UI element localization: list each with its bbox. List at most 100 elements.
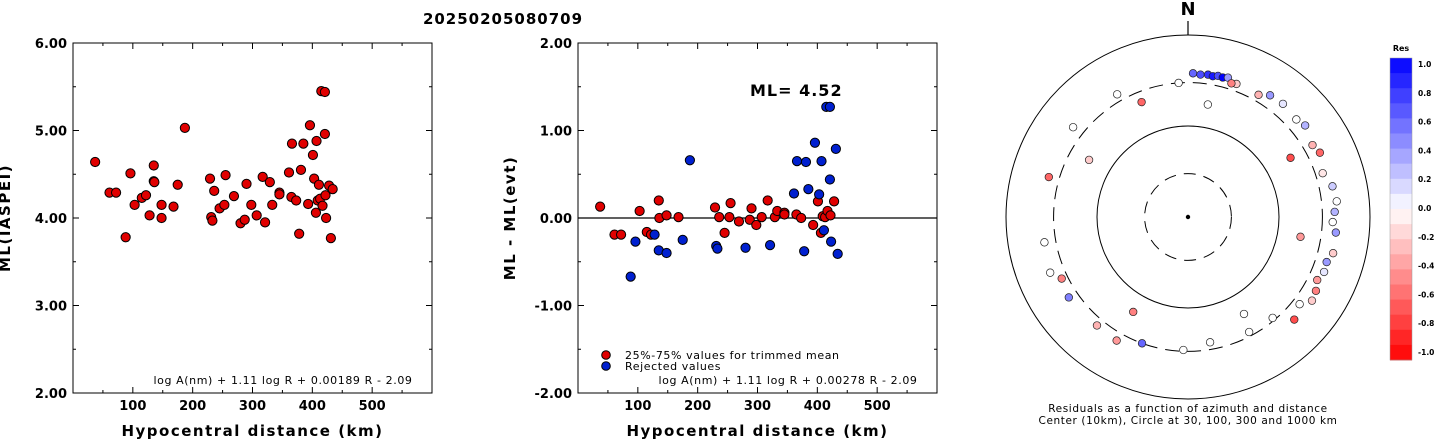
data-point: [630, 236, 641, 247]
data-point: [220, 170, 231, 181]
y-axis-label: ML - ML(evt): [501, 156, 519, 280]
station-residual-point: [1331, 228, 1340, 237]
data-point: [740, 242, 751, 253]
data-point: [267, 199, 278, 210]
data-point: [724, 212, 735, 223]
colorbar-swatch: [1390, 148, 1412, 165]
station-residual-point: [1188, 69, 1198, 78]
data-point: [661, 247, 672, 259]
x-tick-label: 400: [804, 399, 831, 414]
data-point: [320, 190, 331, 201]
data-point: [825, 210, 836, 221]
data-point: [303, 198, 314, 210]
station-residual-point: [1292, 115, 1301, 124]
colorbar-swatch: [1390, 73, 1412, 89]
station-residual-point: [1057, 274, 1066, 283]
data-point: [286, 138, 298, 149]
data-point: [803, 184, 814, 195]
data-point: [709, 202, 721, 213]
azimuth-residual-plot: N Residuals as a function of azimuth and …: [1005, 0, 1371, 427]
station-residual-point: [1203, 100, 1212, 109]
residual-colorbar: Res 1.0 0.8 0.6 0.4 0.2 0.0 -0.2 -0.4 -0.6 -0.8 -1.…: [1389, 44, 1434, 361]
station-residual-point: [1113, 90, 1122, 99]
data-point: [120, 232, 131, 243]
station-residual-point: [1330, 207, 1339, 217]
colorbar-swatch: [1390, 58, 1412, 74]
y-tick-label: 4.00: [35, 212, 67, 227]
colorbar-tick-label: 1.0: [1418, 60, 1431, 69]
data-point: [830, 143, 841, 154]
data-point: [824, 101, 835, 112]
data-point: [125, 168, 136, 179]
colorbar-tick-label: 0.2: [1418, 175, 1431, 184]
station-residual-point: [1227, 79, 1236, 88]
colorbar-tick-label: 0.0: [1418, 204, 1431, 213]
data-point: [799, 246, 810, 257]
data-point: [294, 228, 305, 239]
data-point: [291, 195, 302, 206]
station-residual-point: [1040, 238, 1049, 247]
y-tick-label: 0.00: [540, 212, 572, 227]
y-tick-label: 2.00: [540, 37, 572, 52]
data-point: [762, 195, 773, 206]
station-residual-point: [1179, 345, 1188, 355]
legend-label: Rejected values: [625, 360, 721, 373]
legend-marker: [601, 350, 611, 360]
colorbar-swatch: [1390, 299, 1412, 316]
x-tick-label: 200: [179, 399, 206, 414]
data-point: [751, 219, 762, 231]
range-ring-100km: [1096, 125, 1280, 309]
x-tick-label: 500: [864, 399, 891, 414]
range-ring-300km: [1053, 82, 1323, 352]
data-point: [295, 164, 307, 175]
polar-caption-2: Center (10km), Circle at 30, 100, 300 an…: [1039, 415, 1338, 427]
station-residual-point: [1064, 293, 1073, 302]
station-residual-point: [1322, 257, 1331, 267]
station-residual-point: [1300, 121, 1310, 130]
data-point: [246, 199, 257, 210]
station-residual-point: [1174, 78, 1183, 88]
data-point: [251, 210, 262, 221]
x-axis-label: Hypocentral distance (km): [121, 422, 383, 440]
y-tick-label: 5.00: [35, 125, 67, 140]
data-point: [319, 128, 330, 140]
colorbar-swatch: [1390, 284, 1412, 300]
y-axis-label: ML(IASPEI): [0, 164, 14, 272]
data-point: [712, 243, 723, 254]
x-tick-label: 500: [359, 399, 386, 414]
data-point: [144, 210, 155, 221]
y-tick-label: 6.00: [35, 37, 67, 52]
epicenter-marker: [1185, 214, 1191, 220]
data-point: [733, 216, 745, 227]
data-point: [204, 173, 216, 184]
data-point: [764, 240, 776, 251]
colorbar-swatch: [1390, 103, 1412, 119]
data-point: [634, 205, 645, 217]
data-point: [814, 189, 825, 200]
station-residual-point: [1265, 91, 1275, 100]
station-residual-point: [1328, 217, 1337, 227]
colorbar-swatch: [1390, 269, 1412, 285]
data-point: [832, 248, 843, 259]
station-residual-point: [1092, 321, 1102, 330]
data-point: [129, 199, 140, 210]
data-point: [818, 225, 830, 236]
colorbar-swatch: [1390, 163, 1412, 180]
data-point: [756, 212, 767, 223]
data-point: [625, 271, 636, 282]
colorbar-swatch: [1390, 193, 1412, 210]
x-tick-label: 200: [684, 399, 711, 414]
y-tick-label: -2.00: [535, 387, 572, 402]
data-point: [259, 217, 271, 228]
data-point: [744, 214, 755, 225]
station-residual-point: [1315, 148, 1325, 157]
data-point: [140, 190, 152, 201]
colorbar-tick-label: 0.4: [1418, 146, 1431, 155]
data-point: [311, 135, 322, 147]
station-residual-point: [1044, 172, 1053, 182]
north-label: N: [1180, 0, 1195, 20]
x-tick-label: 400: [299, 399, 326, 414]
data-point: [719, 227, 730, 238]
data-point: [257, 171, 268, 182]
data-point: [310, 207, 322, 218]
